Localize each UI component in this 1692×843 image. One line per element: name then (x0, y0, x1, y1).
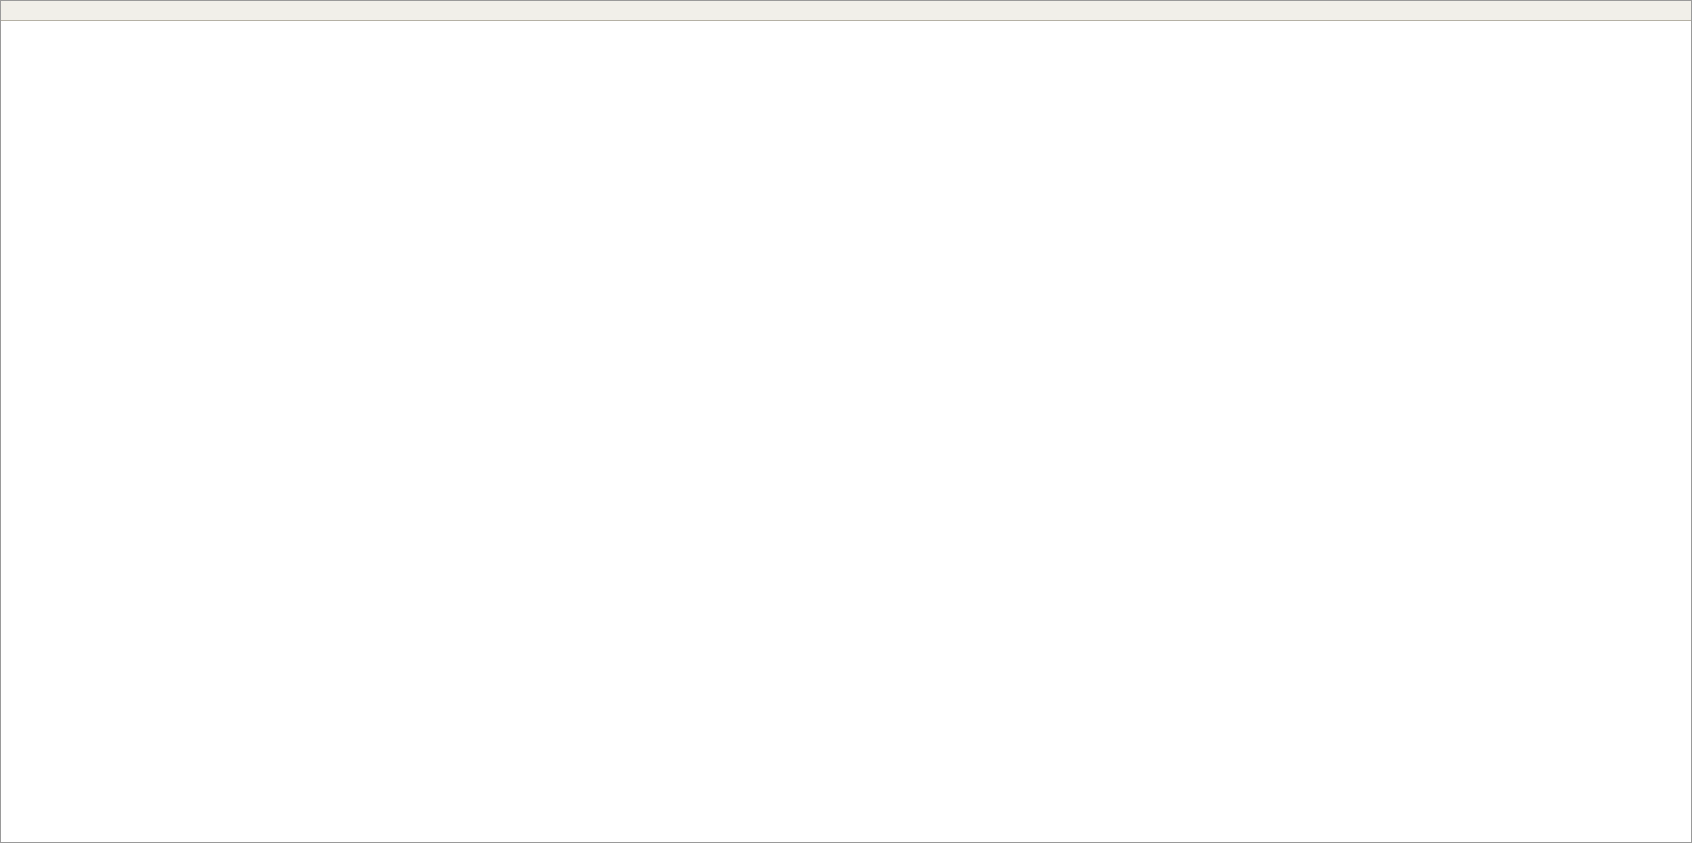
chart-window[interactable] (1, 21, 1692, 843)
chart-canvas[interactable] (1, 21, 1692, 843)
rsi-label (7, 658, 15, 670)
chart-title (7, 25, 18, 37)
macd-label (7, 549, 15, 561)
toolbar (1, 1, 1691, 21)
